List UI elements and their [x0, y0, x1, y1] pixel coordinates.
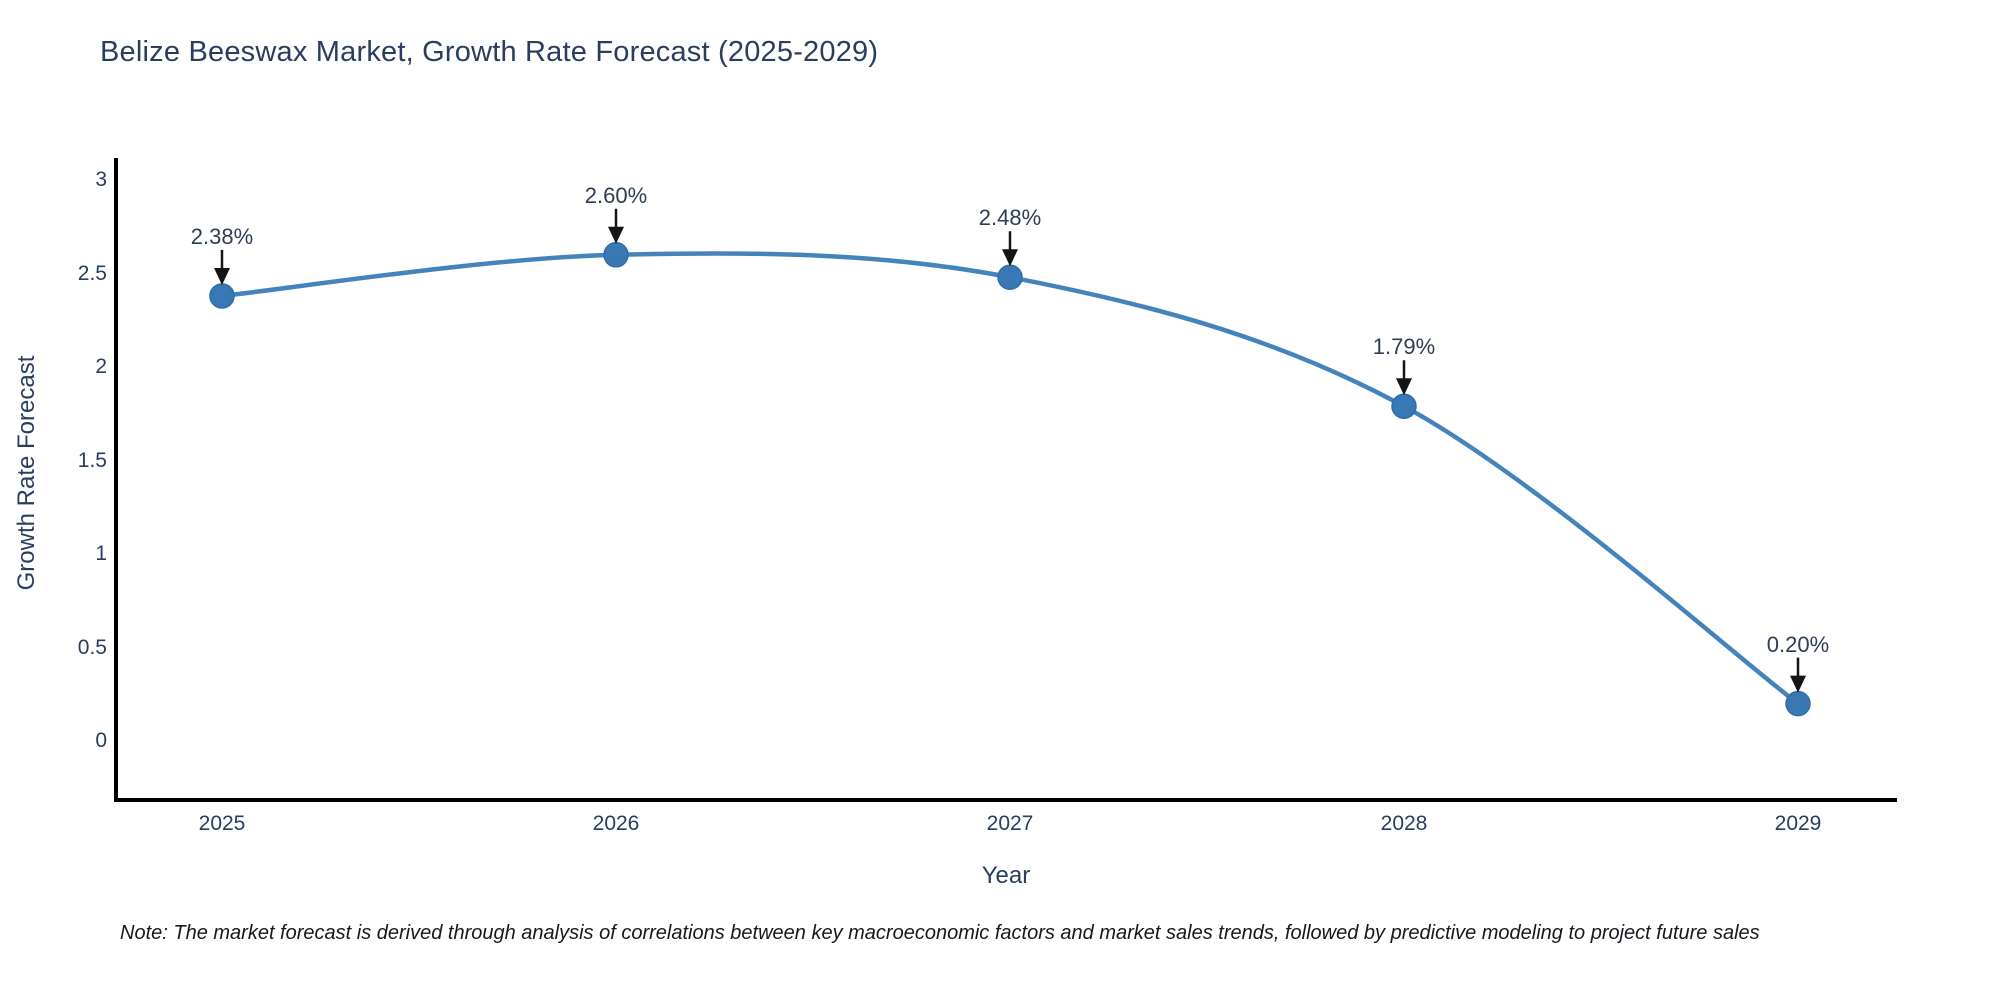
data-point-2025[interactable]: [209, 283, 235, 309]
x-tick-label-2027: 2027: [986, 812, 1034, 835]
x-axis-title: Year: [981, 862, 1031, 889]
x-tick-label-2026: 2026: [592, 812, 640, 835]
annotation-arrowhead-icon: [608, 226, 624, 244]
y-tick-label-2.5: 2.5: [77, 261, 107, 285]
y-tick-label-1: 1: [95, 542, 107, 565]
x-tick-label-2025: 2025: [198, 812, 246, 835]
y-tick-label-0.5: 0.5: [77, 635, 107, 659]
x-tick-label-2029: 2029: [1774, 812, 1822, 835]
y-tick-label-0: 0: [95, 729, 107, 752]
chart-title: Belize Beeswax Market, Growth Rate Forec…: [100, 36, 879, 68]
y-tick-label-1.5: 1.5: [77, 448, 107, 472]
data-point-2028[interactable]: [1391, 393, 1417, 420]
point-value-label-2027: 2.48%: [978, 205, 1042, 231]
y-axis-title: Growth Rate Forecast: [13, 355, 40, 591]
forecast-line: [219, 251, 1801, 706]
point-value-label-2028: 1.79%: [1372, 334, 1436, 360]
y-tick-label-3: 3: [95, 168, 107, 191]
annotation-arrowhead-icon: [214, 267, 230, 285]
data-point-2026[interactable]: [603, 242, 629, 268]
point-value-label-2025: 2.38%: [190, 223, 254, 249]
footnote: Note: The market forecast is derived thr…: [120, 922, 1760, 944]
data-point-2027[interactable]: [997, 264, 1023, 290]
y-tick-label-2: 2: [95, 355, 107, 378]
x-tick-label-2028: 2028: [1380, 812, 1428, 835]
point-value-label-2029: 0.20%: [1766, 631, 1830, 657]
annotation-arrowhead-icon: [1396, 378, 1412, 396]
annotation-arrowhead-icon: [1002, 249, 1018, 267]
point-value-label-2026: 2.60%: [584, 182, 648, 208]
annotation-arrowhead-icon: [1790, 675, 1806, 693]
data-point-2029[interactable]: [1785, 690, 1811, 717]
